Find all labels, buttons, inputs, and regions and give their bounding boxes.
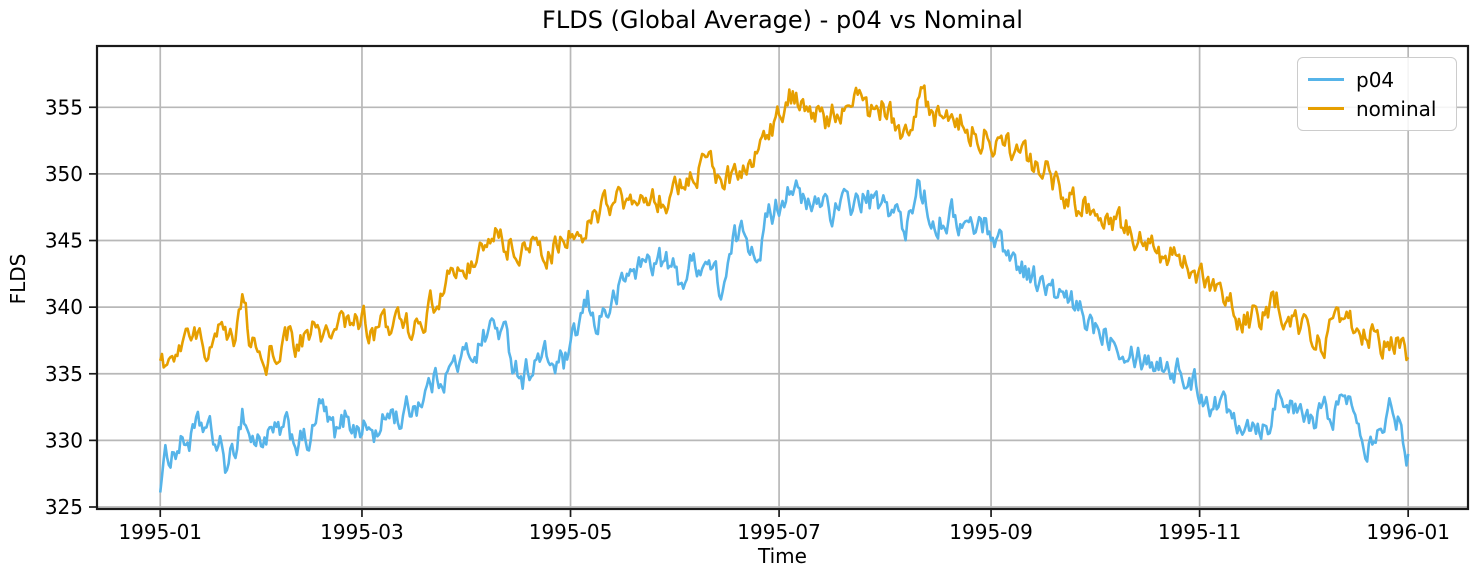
x-tick-label: 1995-05 xyxy=(529,520,613,544)
legend: p04 nominal xyxy=(1297,57,1457,131)
x-axis-label: Time xyxy=(758,544,807,568)
chart-title: FLDS (Global Average) - p04 vs Nominal xyxy=(542,6,1023,34)
y-tick-label: 355 xyxy=(45,95,83,119)
y-tick-label: 340 xyxy=(45,295,83,319)
legend-item-p04: p04 xyxy=(1308,65,1446,94)
series-line-p04 xyxy=(158,178,1410,493)
y-tick-label: 350 xyxy=(45,162,83,186)
legend-item-nominal: nominal xyxy=(1308,94,1446,123)
y-tick-label: 330 xyxy=(45,428,83,452)
y-tick-label: 335 xyxy=(45,362,83,386)
y-tick-label: 345 xyxy=(45,229,83,253)
legend-swatch-p04 xyxy=(1308,77,1344,82)
legend-label: p04 xyxy=(1356,67,1395,92)
x-tick-label: 1996-01 xyxy=(1366,520,1450,544)
axes-spines xyxy=(95,44,1470,511)
legend-label: nominal xyxy=(1356,96,1437,121)
y-axis-label: FLDS xyxy=(6,253,30,305)
series-line-nominal xyxy=(158,84,1410,377)
y-tick-label: 325 xyxy=(45,495,83,519)
x-tick-label: 1995-03 xyxy=(320,520,404,544)
x-tick-label: 1995-01 xyxy=(118,520,202,544)
x-tick-label: 1995-09 xyxy=(949,520,1033,544)
legend-swatch-nominal xyxy=(1308,106,1344,111)
x-tick-label: 1995-07 xyxy=(737,520,821,544)
x-tick-label: 1995-11 xyxy=(1158,520,1242,544)
